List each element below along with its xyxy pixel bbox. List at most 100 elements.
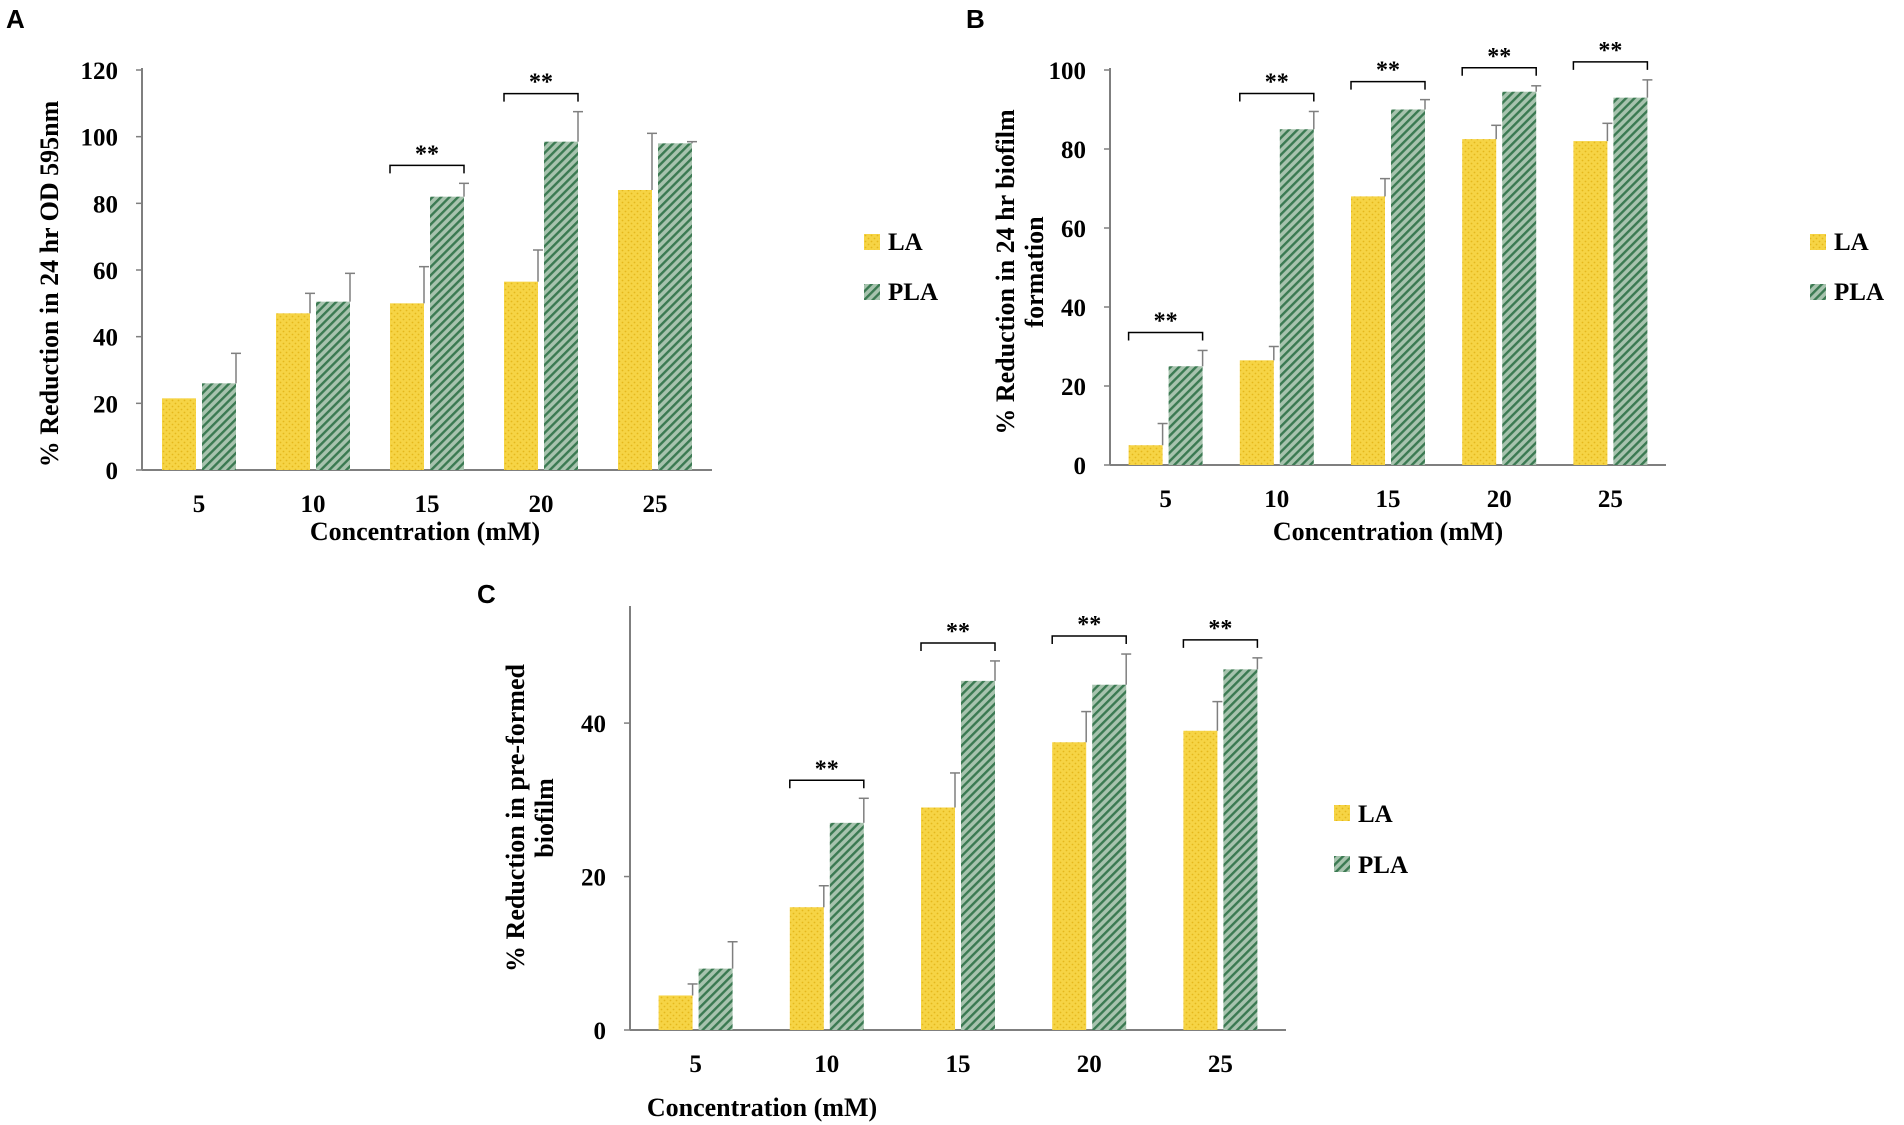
panel-b-bar-la-10 [1239, 360, 1274, 465]
panel-b-bar-la-20 [1462, 139, 1497, 465]
panel-c-significance-label-20: ** [1077, 612, 1101, 638]
panel-b-significance-label-20: ** [1487, 44, 1511, 70]
panel-b-y-axis-title-line-1: % Reduction in 24 hr biofilm [991, 109, 1020, 435]
panel-a-bar-la-5 [162, 398, 196, 470]
panel-b-legend: LA PLA [1810, 229, 1884, 306]
panel-b-legend-label-pla: PLA [1834, 279, 1884, 306]
panel-b-x-axis-title: Concentration (mM) [1273, 517, 1503, 546]
panel-b-x-tick-label: 10 [1264, 486, 1289, 513]
panel-b-bar-la-25 [1573, 141, 1608, 465]
panel-b-legend-swatch-pla [1810, 284, 1826, 300]
panel-b-significance-bracket-25 [1572, 61, 1649, 70]
panel-b-legend-swatch-la [1810, 234, 1826, 250]
panel-c-bar-pla-15 [961, 680, 995, 1030]
panel-a-bar-la-10 [276, 313, 310, 470]
panel-c-significance-label-15: ** [946, 619, 970, 645]
panel-b-bar-pla-5 [1168, 366, 1203, 465]
panel-c-significance-label-25: ** [1208, 616, 1232, 642]
panel-b-bar-pla-15 [1391, 109, 1425, 465]
panel-a-bar-la-20 [504, 281, 538, 470]
panel-a-bar-pla-10 [316, 301, 350, 470]
panel-b: B 0 20 40 60 80 100 5 10 15 20 25 ** ** ** ** ** Concen… [966, 4, 1884, 546]
panel-a-bar-la-25 [618, 190, 652, 470]
panel-a-bar-pla-25 [658, 143, 692, 471]
panel-c-bar-la-20 [1052, 742, 1087, 1030]
panel-a-significance-label-20: ** [529, 70, 553, 96]
panel-letter-a: A [6, 4, 25, 34]
panel-b-significance-label-15: ** [1376, 58, 1400, 84]
panel-c-significance-bracket-20 [1051, 635, 1127, 645]
panel-c-bar-la-15 [921, 807, 955, 1030]
panel-b-y-axis-title-line-2: formation [1020, 216, 1049, 328]
panel-b-bar-la-15 [1351, 196, 1385, 465]
panel-a-y-tick-label: 20 [93, 391, 118, 418]
panel-a-y-tick-label: 100 [81, 125, 119, 152]
panel-a-x-axis-title: Concentration (mM) [310, 517, 540, 546]
panel-a-x-tick-label: 10 [301, 491, 326, 518]
panel-a-x-tick-label: 25 [643, 491, 668, 518]
panel-a-x-tick-label: 15 [415, 491, 440, 518]
panel-a-legend-label-pla: PLA [888, 279, 938, 306]
panel-b-y-tick-label: 80 [1061, 137, 1086, 164]
panel-b-x-tick-label: 20 [1487, 486, 1512, 513]
panel-c-legend-swatch-pla [1334, 856, 1350, 872]
panel-b-x-tick-label: 15 [1376, 486, 1401, 513]
panel-a-significance-bracket-15 [389, 164, 465, 174]
panel-c-significance-bracket-10 [789, 779, 865, 789]
panel-c-significance-label-10: ** [815, 756, 839, 782]
panel-a-bar-pla-15 [430, 196, 464, 470]
panel-c-significance-bracket-25 [1182, 639, 1259, 648]
panel-a-legend-label-la: LA [888, 229, 923, 256]
panel-b-significance-label-10: ** [1265, 69, 1289, 95]
panel-c-x-axis-title: Concentration (mM) [647, 1093, 877, 1122]
panel-c-x-tick-label: 10 [814, 1051, 839, 1078]
panel-b-y-tick-label: 0 [1074, 453, 1087, 480]
panel-b-significance-bracket-5 [1127, 331, 1204, 341]
panel-a-x-tick-label: 20 [529, 491, 554, 518]
panel-a-legend-swatch-la [864, 234, 880, 250]
panel-c-y-tick-label: 0 [594, 1018, 607, 1045]
panel-b-significance-bracket-20 [1461, 67, 1537, 76]
panel-a-significance-bracket-20 [503, 92, 579, 102]
panel-a-y-tick-label: 120 [81, 58, 119, 85]
panel-b-significance-label-25: ** [1598, 38, 1622, 64]
panel-b-x-tick-label: 5 [1159, 486, 1172, 513]
panel-c-bar-pla-25 [1223, 669, 1258, 1030]
panel-c-legend: LA PLA [1334, 801, 1408, 879]
panel-c-bar-la-5 [658, 995, 693, 1030]
panel-letter-c: C [477, 579, 496, 609]
panel-c-y-axis-title-line-1: % Reduction in pre-formed [501, 664, 530, 972]
panel-c-y-axis-title-line-2: biofilm [530, 778, 559, 858]
panel-c-bar-pla-20 [1092, 684, 1127, 1030]
panel-c-legend-swatch-la [1334, 805, 1350, 821]
panel-c-plot: 0 20 40 5 10 15 20 25 ** ** ** ** [581, 606, 1286, 1078]
panel-a-bar-pla-20 [544, 141, 578, 470]
panel-b-bar-pla-10 [1279, 129, 1314, 465]
panel-c-legend-label-pla: PLA [1358, 852, 1408, 879]
panel-letter-b: B [966, 4, 985, 34]
panel-c-y-tick-label: 40 [581, 711, 606, 738]
panel-a-x-tick-label: 5 [193, 491, 206, 518]
panel-b-legend-label-la: LA [1834, 229, 1869, 256]
panel-a-significance-label-15: ** [415, 141, 439, 167]
panel-b-bar-pla-20 [1502, 91, 1537, 465]
panel-c-bar-la-25 [1183, 730, 1218, 1030]
panel-c-bar-la-10 [789, 907, 824, 1030]
panel-b-y-tick-label: 100 [1049, 58, 1087, 85]
panel-a-bar-la-15 [390, 303, 424, 470]
panel-b-y-tick-label: 20 [1061, 374, 1086, 401]
panel-a-y-tick-label: 40 [93, 325, 118, 352]
panel-c-x-tick-label: 25 [1208, 1051, 1233, 1078]
panel-c-bar-pla-10 [829, 822, 864, 1030]
panel-c-y-tick-label: 20 [581, 865, 606, 892]
panel-b-significance-label-5: ** [1154, 308, 1178, 334]
panel-a-plot: 0 20 40 60 80 100 120 5 10 15 20 25 ** ** [81, 58, 712, 518]
panel-a-y-tick-label: 80 [93, 191, 118, 218]
panel-a-bar-pla-5 [202, 383, 236, 470]
panel-b-bar-pla-25 [1613, 97, 1648, 466]
panel-c: C 0 20 40 5 10 15 20 25 ** ** ** ** Concentration (… [477, 579, 1408, 1122]
panel-a-legend-swatch-pla [864, 284, 880, 300]
panel-b-y-tick-label: 60 [1061, 216, 1086, 243]
panel-c-x-tick-label: 20 [1077, 1051, 1102, 1078]
